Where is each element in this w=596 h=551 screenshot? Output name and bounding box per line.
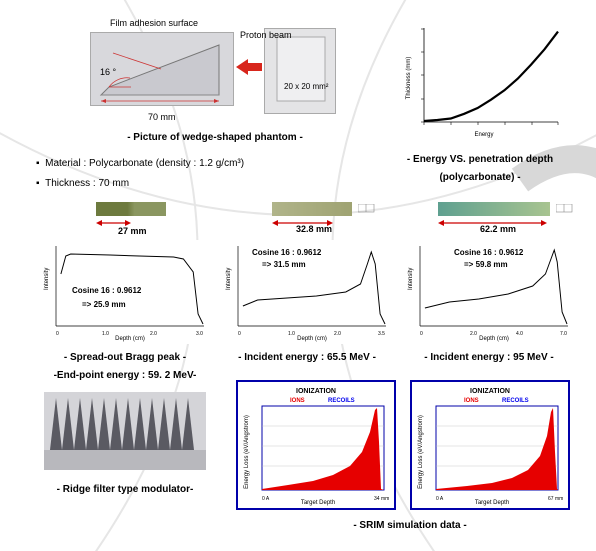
svg-text:2.0: 2.0 xyxy=(150,331,157,337)
svg-text:IONS: IONS xyxy=(464,398,479,404)
svg-text:RECOILS: RECOILS xyxy=(328,398,355,404)
thickness-bullet: ▪ Thickness : 70 mm xyxy=(36,178,129,189)
svg-text:IONS: IONS xyxy=(290,398,305,404)
square-phantom-photo xyxy=(264,28,336,114)
svg-text:0 A: 0 A xyxy=(436,496,444,502)
svg-text:2.0: 2.0 xyxy=(470,331,477,337)
proton-beam-arrow-icon xyxy=(236,58,262,76)
svg-text:34 mm: 34 mm xyxy=(374,496,389,502)
bragg1-text2: => 25.9 mm xyxy=(82,300,126,309)
svg-text:0: 0 xyxy=(420,331,423,337)
film-strip-2 xyxy=(272,202,352,216)
srim-caption: - SRIM simulation data - xyxy=(300,520,520,531)
ridge-filter-photo xyxy=(44,392,206,470)
svg-text:RECOILS: RECOILS xyxy=(502,398,529,404)
svg-text:0: 0 xyxy=(238,331,241,337)
film-strip-3 xyxy=(438,202,550,216)
svg-text:Depth (cm): Depth (cm) xyxy=(479,336,509,342)
square-dim-label: 20 x 20 mm² xyxy=(284,82,328,91)
film2-width-label: 32.8 mm xyxy=(296,224,332,234)
svg-text:Depth (cm): Depth (cm) xyxy=(115,336,145,342)
angle-label: 16 ° xyxy=(100,67,116,77)
film3-scale-icon xyxy=(556,204,574,214)
svg-text:3.0: 3.0 xyxy=(196,331,203,337)
svg-text:0 A: 0 A xyxy=(262,496,270,502)
svg-text:IONIZATION: IONIZATION xyxy=(296,388,336,395)
film3-width-label: 62.2 mm xyxy=(480,224,516,234)
proton-beam-label: Proton beam xyxy=(240,30,292,40)
bragg1-caption-b: -End-point energy : 59. 2 MeV- xyxy=(40,370,210,381)
energy-chart-ylabel: Thickness (mm) xyxy=(406,57,412,100)
svg-text:0: 0 xyxy=(56,331,59,337)
svg-text:1.0: 1.0 xyxy=(102,331,109,337)
material-bullet: ▪ Material : Polycarbonate (density : 1.… xyxy=(36,158,244,169)
svg-text:7.0: 7.0 xyxy=(560,331,567,337)
svg-text:2.0: 2.0 xyxy=(334,331,341,337)
bragg3-text2: => 59.8 mm xyxy=(464,260,508,269)
bragg2-caption: - Incident energy : 65.5 MeV - xyxy=(222,352,392,363)
svg-text:4.0: 4.0 xyxy=(516,331,523,337)
svg-text:Target Depth: Target Depth xyxy=(301,500,335,506)
bragg2-text2: => 31.5 mm xyxy=(262,260,306,269)
wedge-width-label: 70 mm xyxy=(148,112,176,122)
svg-text:Energy Loss (eV/Angstrom): Energy Loss (eV/Angstrom) xyxy=(418,415,424,489)
svg-text:67 mm: 67 mm xyxy=(548,496,563,502)
svg-text:1.0: 1.0 xyxy=(288,331,295,337)
thickness-text: Thickness : 70 mm xyxy=(45,178,129,189)
energy-chart-xlabel: Energy xyxy=(474,132,493,138)
svg-text:Intensity: Intensity xyxy=(408,268,414,290)
energy-caption-1: - Energy VS. penetration depth xyxy=(380,154,580,165)
bragg3-text1: Cosine 16 : 0.9612 xyxy=(454,248,523,257)
energy-depth-chart: Energy Thickness (mm) xyxy=(402,22,564,140)
phantom-caption: - Picture of wedge-shaped phantom - xyxy=(90,132,340,143)
srim-chart-2: IONIZATION IONS RECOILS Energy Loss (eV/… xyxy=(410,380,570,510)
ridge-caption: - Ridge filter type modulator- xyxy=(34,484,216,495)
film2-scale-icon xyxy=(358,204,376,214)
bragg2-text1: Cosine 16 : 0.9612 xyxy=(252,248,321,257)
film1-width-label: 27 mm xyxy=(118,226,147,236)
svg-text:3.5: 3.5 xyxy=(378,331,385,337)
material-text: Material : Polycarbonate (density : 1.2 … xyxy=(45,158,244,169)
svg-text:IONIZATION: IONIZATION xyxy=(470,388,510,395)
svg-text:Intensity: Intensity xyxy=(44,268,50,290)
bragg1-text1: Cosine 16 : 0.9612 xyxy=(72,286,141,295)
srim-chart-1: IONIZATION IONS RECOILS Energy Loss (eV/… xyxy=(236,380,396,510)
svg-text:Depth (cm): Depth (cm) xyxy=(297,336,327,342)
film-adhesion-label: Film adhesion surface xyxy=(110,18,198,28)
bragg3-caption: - Incident energy : 95 MeV - xyxy=(404,352,574,363)
film-strip-1 xyxy=(96,202,166,216)
energy-caption-2: (polycarbonate) - xyxy=(380,172,580,183)
svg-text:Energy Loss (eV/Angstrom): Energy Loss (eV/Angstrom) xyxy=(244,415,250,489)
svg-text:Target Depth: Target Depth xyxy=(475,500,509,506)
bragg1-caption-a: - Spread-out Bragg peak - xyxy=(40,352,210,363)
svg-text:Intensity: Intensity xyxy=(226,268,232,290)
